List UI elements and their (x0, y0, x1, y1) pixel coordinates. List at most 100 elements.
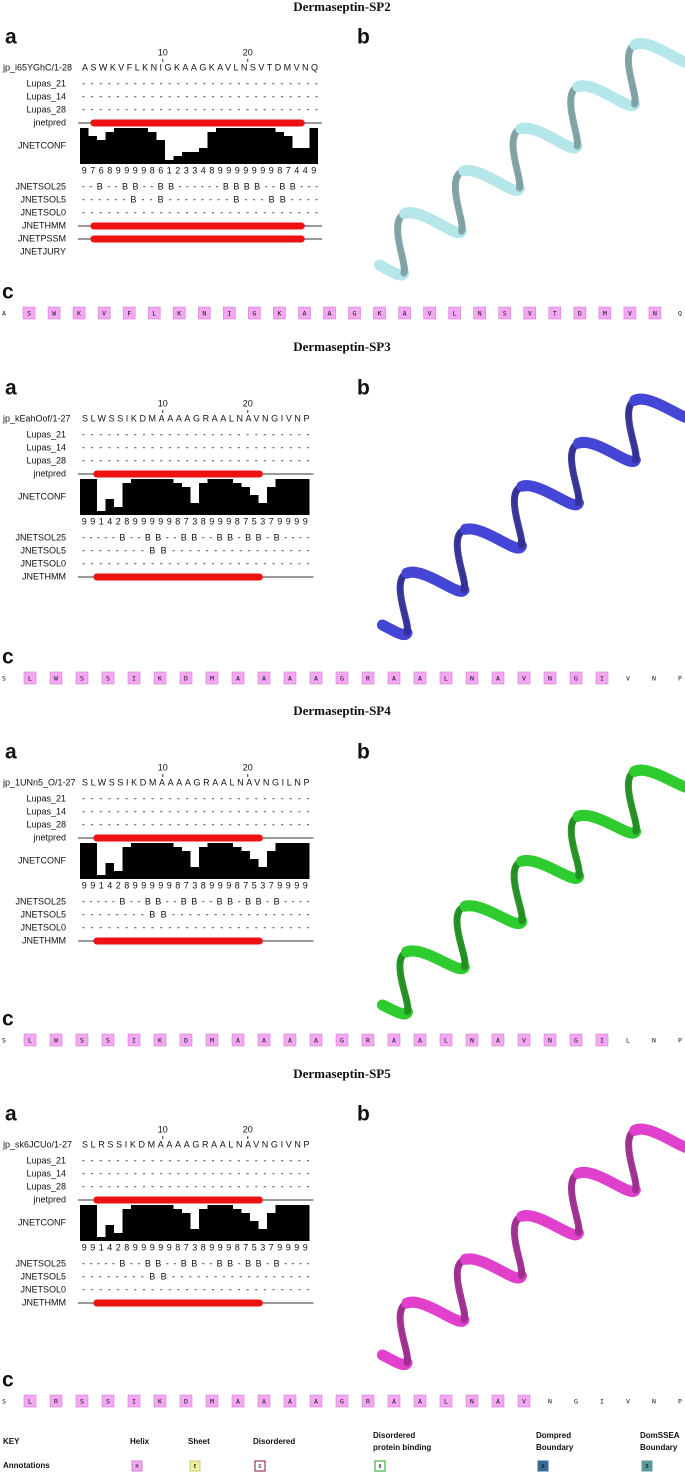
row-label: Lupas_21 (26, 78, 66, 88)
helix-highlight (473, 306, 487, 320)
helix-highlight (49, 1033, 63, 1047)
residue: W (54, 1037, 58, 1045)
residue: A (418, 675, 422, 683)
confidence-bar (199, 847, 208, 879)
row-label: JNETPSSM (18, 233, 66, 243)
confidence-digit: 9 (294, 1242, 299, 1252)
row-label: Lupas_14 (26, 442, 66, 452)
residue: N (202, 310, 206, 318)
residue: P (678, 1398, 682, 1406)
residue: V (428, 310, 432, 318)
row-value: -----B--BB--BB--BB-BB-B---- (82, 896, 310, 906)
helix-highlight (101, 671, 115, 685)
key-swatch (189, 1460, 201, 1472)
helix-structure (376, 1123, 685, 1371)
helix-highlight (122, 306, 136, 320)
confidence-digit: 4 (107, 516, 112, 526)
confidence-bar (250, 495, 259, 515)
row-value: --------------------------- (82, 558, 310, 568)
helix-highlight (179, 671, 193, 685)
residue: K (378, 310, 382, 318)
confidence-digit: 8 (277, 165, 282, 175)
confidence-bar (292, 479, 301, 515)
helix-highlight (75, 1033, 89, 1047)
residue: G (340, 675, 344, 683)
helix-highlight (361, 1394, 375, 1408)
residue: A (236, 1398, 240, 1406)
confidence-digit: 9 (90, 1242, 95, 1252)
confidence-digit: 9 (226, 165, 231, 175)
row-label: JNETCONF (18, 140, 66, 150)
confidence-digit: 8 (107, 165, 112, 175)
confidence-bar (165, 843, 174, 879)
residue: S (503, 310, 507, 318)
residue: M (603, 310, 607, 318)
key-symbol: B (541, 1464, 544, 1470)
residue: K (158, 675, 162, 683)
confidence-bar (105, 132, 114, 164)
confidence-bar (105, 499, 114, 515)
row-label: JNETSOL0 (20, 922, 66, 932)
confidence-digit: 9 (141, 880, 146, 890)
confidence-bar (301, 843, 310, 879)
row-label: jnetpred (32, 832, 66, 842)
confidence-bar (80, 479, 89, 515)
row-label: JNETSOL5 (20, 194, 66, 204)
helix-highlight (569, 671, 583, 685)
confidence-bar (292, 1205, 301, 1241)
residue: R (54, 1398, 58, 1406)
residue: S (2, 1037, 6, 1045)
confidence-digit: 3 (192, 165, 197, 175)
confidence-bar (250, 128, 259, 164)
confidence-digit: 9 (124, 165, 129, 175)
helix-highlight (23, 1394, 37, 1408)
confidence-digit: 9 (82, 880, 87, 890)
residue: V (528, 310, 532, 318)
helix-highlight (231, 1394, 245, 1408)
residue: A (392, 675, 396, 683)
confidence-bar (224, 128, 233, 164)
confidence-digit: 4 (201, 165, 206, 175)
residue: A (418, 1037, 422, 1045)
key-swatch (254, 1460, 266, 1472)
residue: A (302, 310, 306, 318)
helix-structure (376, 764, 685, 1020)
helix-highlight (75, 671, 89, 685)
helix-highlight (75, 1394, 89, 1408)
row-label: Lupas_28 (26, 104, 66, 114)
helix-highlight (569, 1033, 583, 1047)
helix-highlight (465, 1033, 479, 1047)
confidence-bar (190, 152, 199, 164)
confidence-bar (258, 128, 267, 164)
key-symbol: E (193, 1464, 196, 1470)
row-value: --------------------------- (82, 819, 310, 829)
key-swatch (641, 1460, 653, 1472)
helix-highlight (543, 671, 557, 685)
helix-highlight (465, 671, 479, 685)
residue: V (522, 1398, 526, 1406)
confidence-bar (114, 1233, 123, 1241)
confidence-digit: 9 (90, 880, 95, 890)
confidence-bar (207, 479, 216, 515)
helix-highlight (153, 671, 167, 685)
key-heading: Dompred (536, 1431, 571, 1440)
confidence-digit: 7 (269, 1242, 274, 1252)
row-label: JNETSOL25 (15, 1258, 66, 1268)
helix-highlight (172, 306, 186, 320)
confidence-digit: 9 (141, 1242, 146, 1252)
key-heading: Boundary (536, 1443, 574, 1452)
row-label: JNETSOL25 (15, 896, 66, 906)
residue: G (340, 1398, 344, 1406)
panel-label: c (2, 1369, 14, 1392)
residue: V (102, 310, 106, 318)
confidence-bar (250, 859, 259, 879)
confidence-digit: 9 (294, 516, 299, 526)
sequence: SLWSSIKDMAAAAGRAALNAVNGIVNP (82, 413, 310, 423)
confidence-digit: 8 (201, 880, 206, 890)
confidence-digit: 7 (269, 880, 274, 890)
key-heading: protein binding (373, 1443, 431, 1452)
confidence-digit: 9 (141, 516, 146, 526)
confidence-digit: 9 (269, 165, 274, 175)
confidence-digit: 9 (311, 165, 316, 175)
helix-highlight (179, 1394, 193, 1408)
